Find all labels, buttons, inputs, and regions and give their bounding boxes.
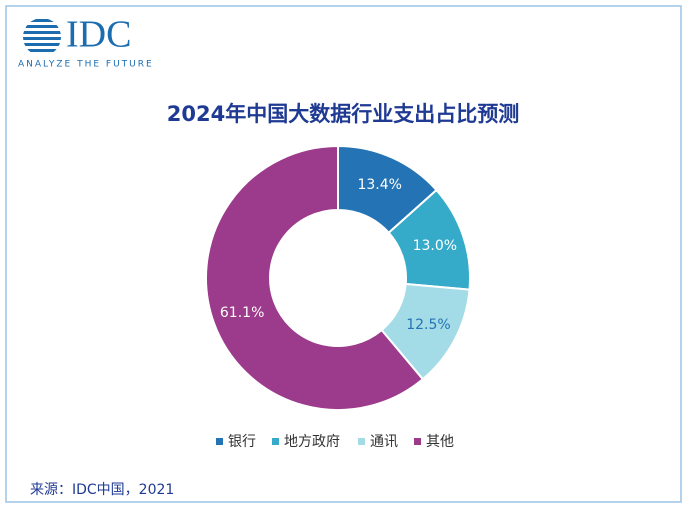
legend-label: 银行 [228, 434, 256, 450]
data-label: 13.0% [413, 238, 457, 254]
data-label: 12.5% [406, 317, 450, 333]
data-label: 13.4% [357, 177, 401, 193]
legend-label: 地方政府 [284, 434, 340, 450]
legend-swatch [272, 438, 279, 445]
legend-label: 通讯 [370, 434, 398, 450]
data-label: 61.1% [220, 305, 264, 321]
chart-title: 2024年中国大数据行业支出占比预测 [167, 102, 519, 126]
legend-swatch [216, 438, 223, 445]
logo-mark [23, 19, 61, 52]
legend-label: 其他 [426, 434, 454, 450]
donut-slice [205, 144, 425, 411]
frame [5, 5, 682, 503]
logo-name: IDC [66, 14, 131, 56]
logo-tagline: ANALYZE THE FUTURE [18, 60, 154, 70]
legend-swatch [414, 438, 421, 445]
source-note: 来源：IDC中国，2021 [30, 482, 174, 498]
legend-swatch [358, 438, 365, 445]
